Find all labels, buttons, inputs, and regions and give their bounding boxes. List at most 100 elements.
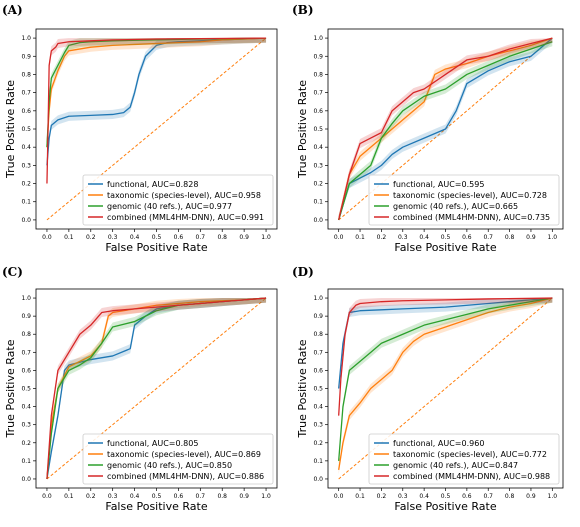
y-tick-label: 0.7 bbox=[313, 90, 323, 97]
legend-label-genomic: genomic (40 refs.), AUC=0.850 bbox=[107, 461, 232, 470]
roc-curve-combined bbox=[338, 297, 553, 416]
x-tick-label: 0.5 bbox=[441, 234, 451, 241]
roc-band-taxonomic bbox=[46, 38, 267, 152]
panel-label: (C) bbox=[2, 265, 23, 279]
roc-panel-c: (C) 0.0 0.1 0.2 0.3 0.4 0.5 0.6 0.7 0.8 0.9 1.0 0.0 0… bbox=[2, 265, 278, 513]
x-tick-label: 0.6 bbox=[174, 493, 184, 500]
y-tick-label: 0.2 bbox=[21, 440, 31, 447]
x-tick-label: 0.1 bbox=[355, 493, 365, 500]
x-tick-label: 0.7 bbox=[196, 234, 206, 241]
roc-curve-taxonomic bbox=[338, 297, 553, 471]
x-tick-label: 0.9 bbox=[239, 493, 249, 500]
y-tick-label: 1.0 bbox=[21, 35, 31, 42]
legend-label-combined: combined (MML4HM-DNN), AUC=0.735 bbox=[393, 213, 550, 222]
roc-curve-functional bbox=[338, 37, 553, 221]
x-axis-label: False Positive Rate bbox=[394, 500, 496, 513]
y-tick-label: 0.1 bbox=[21, 199, 31, 206]
roc-curve-genomic bbox=[46, 37, 267, 148]
y-tick-label: 0.3 bbox=[313, 422, 323, 429]
roc-curve-taxonomic bbox=[46, 37, 267, 148]
x-tick-label: 0.6 bbox=[462, 493, 472, 500]
x-tick-label: 0.3 bbox=[398, 234, 408, 241]
y-tick-label: 0.4 bbox=[21, 404, 31, 411]
legend-label-combined: combined (MML4HM-DNN), AUC=0.991 bbox=[107, 213, 264, 222]
y-tick-label: 0.0 bbox=[313, 217, 323, 224]
legend-label-functional: functional, AUC=0.960 bbox=[393, 439, 484, 448]
y-tick-label: 0.1 bbox=[21, 458, 31, 465]
legend-box bbox=[82, 174, 274, 226]
legend-label-combined: combined (MML4HM-DNN), AUC=0.988 bbox=[393, 472, 550, 481]
roc-curve-functional bbox=[46, 37, 267, 166]
y-tick-label: 0.2 bbox=[313, 440, 323, 447]
y-tick-label: 0.5 bbox=[21, 386, 31, 393]
roc-band-genomic bbox=[338, 298, 553, 466]
y-tick-label: 0.8 bbox=[313, 71, 323, 78]
legend-label-functional: functional, AUC=0.805 bbox=[107, 439, 198, 448]
x-tick-label: 0.7 bbox=[196, 493, 206, 500]
y-tick-label: 0.5 bbox=[313, 126, 323, 133]
y-tick-label: 1.0 bbox=[21, 295, 31, 302]
x-tick-label: 0.9 bbox=[526, 493, 536, 500]
x-tick-label: 0.8 bbox=[505, 234, 515, 241]
y-tick-label: 0.6 bbox=[313, 367, 323, 374]
y-axis-label: True Positive Rate bbox=[4, 339, 17, 438]
y-tick-label: 0.5 bbox=[313, 386, 323, 393]
y-tick-label: 0.4 bbox=[21, 144, 31, 151]
y-tick-label: 0.0 bbox=[21, 217, 31, 224]
x-tick-label: 0.4 bbox=[130, 234, 140, 241]
x-tick-label: 0.2 bbox=[377, 234, 387, 241]
y-tick-label: 0.3 bbox=[21, 422, 31, 429]
x-tick-label: 1.0 bbox=[548, 234, 558, 241]
y-tick-label: 0.2 bbox=[21, 181, 31, 188]
y-axis-label: True Positive Rate bbox=[296, 80, 309, 179]
y-tick-label: 0.9 bbox=[21, 53, 31, 60]
x-tick-label: 0.9 bbox=[239, 234, 249, 241]
y-tick-label: 0.9 bbox=[313, 53, 323, 60]
x-tick-label: 0.0 bbox=[334, 493, 344, 500]
y-tick-label: 0.4 bbox=[313, 404, 323, 411]
x-tick-label: 0.9 bbox=[526, 234, 536, 241]
y-tick-label: 0.6 bbox=[21, 367, 31, 374]
y-tick-label: 0.6 bbox=[21, 108, 31, 115]
roc-curve-genomic bbox=[338, 297, 553, 461]
y-tick-label: 0.5 bbox=[21, 126, 31, 133]
y-tick-label: 0.7 bbox=[21, 90, 31, 97]
y-tick-label: 0.8 bbox=[313, 331, 323, 338]
x-tick-label: 1.0 bbox=[548, 493, 558, 500]
roc-curve-taxonomic bbox=[338, 37, 553, 221]
y-tick-label: 1.0 bbox=[313, 35, 323, 42]
x-tick-label: 0.8 bbox=[217, 234, 227, 241]
panel-label: (B) bbox=[292, 3, 314, 17]
x-tick-label: 0.3 bbox=[108, 493, 118, 500]
y-tick-label: 0.8 bbox=[21, 331, 31, 338]
y-tick-label: 0.7 bbox=[313, 349, 323, 356]
panel-label: (D) bbox=[292, 265, 314, 279]
y-tick-label: 0.7 bbox=[21, 349, 31, 356]
x-tick-label: 0.4 bbox=[130, 493, 140, 500]
y-tick-label: 0.2 bbox=[313, 181, 323, 188]
y-tick-label: 1.0 bbox=[313, 295, 323, 302]
x-tick-label: 0.6 bbox=[174, 234, 184, 241]
x-axis-label: False Positive Rate bbox=[105, 500, 207, 513]
y-tick-label: 0.3 bbox=[21, 162, 31, 169]
y-tick-label: 0.0 bbox=[21, 476, 31, 483]
legend: functional, AUC=0.960 taxonomic (species-… bbox=[368, 433, 560, 485]
x-tick-label: 0.3 bbox=[398, 493, 408, 500]
x-tick-label: 0.2 bbox=[377, 493, 387, 500]
x-tick-label: 0.4 bbox=[419, 493, 429, 500]
roc-panel-d: (D) 0.0 0.1 0.2 0.3 0.4 0.5 0.6 0.7 0.8 0.9 1.0 0.0 0… bbox=[292, 265, 564, 513]
legend-box bbox=[368, 174, 560, 226]
x-tick-label: 0.2 bbox=[86, 493, 96, 500]
y-tick-label: 0.4 bbox=[313, 144, 323, 151]
x-axis-label: False Positive Rate bbox=[105, 241, 207, 254]
x-tick-label: 0.1 bbox=[64, 234, 74, 241]
x-tick-label: 0.2 bbox=[86, 234, 96, 241]
y-tick-label: 0.1 bbox=[313, 458, 323, 465]
roc-curve-genomic bbox=[338, 41, 553, 221]
x-tick-label: 0.8 bbox=[217, 493, 227, 500]
x-tick-label: 0.0 bbox=[42, 234, 52, 241]
x-axis-label: False Positive Rate bbox=[394, 241, 496, 254]
x-tick-label: 0.5 bbox=[152, 493, 162, 500]
legend-label-taxonomic: taxonomic (species-level), AUC=0.869 bbox=[107, 450, 261, 459]
